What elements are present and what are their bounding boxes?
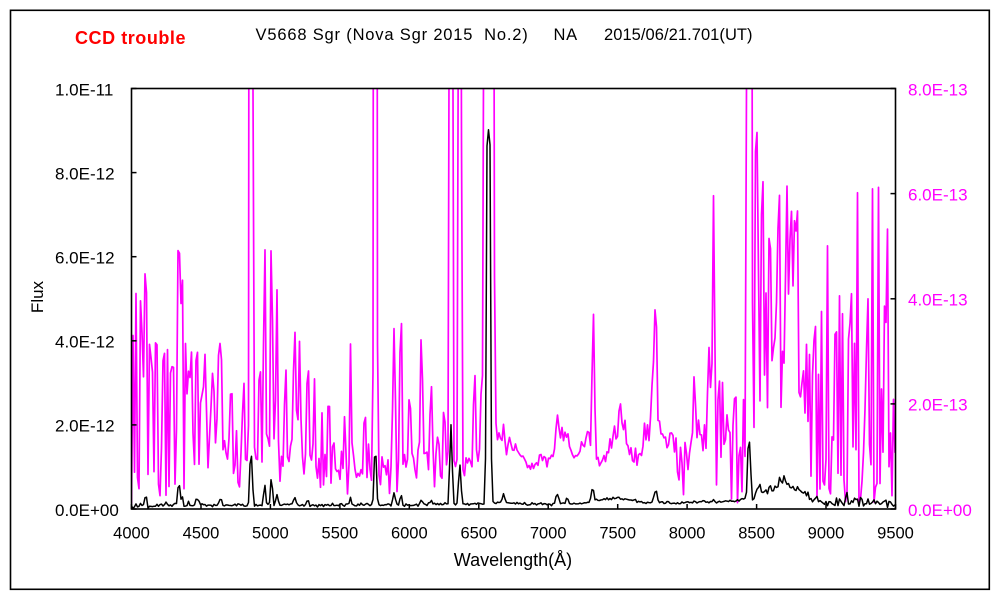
svg-text:4.0E-12: 4.0E-12 <box>55 333 115 352</box>
svg-text:6500: 6500 <box>460 525 497 543</box>
svg-text:6.0E-13: 6.0E-13 <box>908 185 968 204</box>
svg-text:Flux: Flux <box>28 280 47 313</box>
svg-text:NA: NA <box>554 26 578 44</box>
svg-text:4500: 4500 <box>183 525 220 543</box>
svg-text:8000: 8000 <box>669 525 706 543</box>
svg-text:6000: 6000 <box>391 525 428 543</box>
svg-text:9500: 9500 <box>877 525 914 543</box>
svg-text:2.0E-13: 2.0E-13 <box>908 396 968 415</box>
svg-text:CCD trouble: CCD trouble <box>75 28 186 48</box>
svg-text:6.0E-12: 6.0E-12 <box>55 249 115 268</box>
svg-text:7000: 7000 <box>530 525 567 543</box>
svg-text:5500: 5500 <box>322 525 359 543</box>
svg-text:8.0E-13: 8.0E-13 <box>908 80 968 99</box>
svg-text:8500: 8500 <box>738 525 775 543</box>
svg-text:8.0E-12: 8.0E-12 <box>55 164 115 183</box>
svg-text:7500: 7500 <box>599 525 636 543</box>
svg-text:4000: 4000 <box>113 525 150 543</box>
svg-text:V5668 Sgr (Nova Sgr 2015 No.2: V5668 Sgr (Nova Sgr 2015 No.2) <box>256 26 529 44</box>
svg-text:0.0E+00: 0.0E+00 <box>55 501 119 520</box>
svg-text:2015/06/21.701(UT): 2015/06/21.701(UT) <box>604 26 753 44</box>
svg-text:4.0E-13: 4.0E-13 <box>908 291 968 310</box>
svg-text:Wavelength(Å): Wavelength(Å) <box>454 550 572 570</box>
svg-text:0.0E+00: 0.0E+00 <box>908 501 972 520</box>
svg-text:1.0E-11: 1.0E-11 <box>55 80 113 99</box>
svg-text:5000: 5000 <box>252 525 289 543</box>
svg-text:9000: 9000 <box>808 525 845 543</box>
svg-text:2.0E-12: 2.0E-12 <box>55 417 115 436</box>
